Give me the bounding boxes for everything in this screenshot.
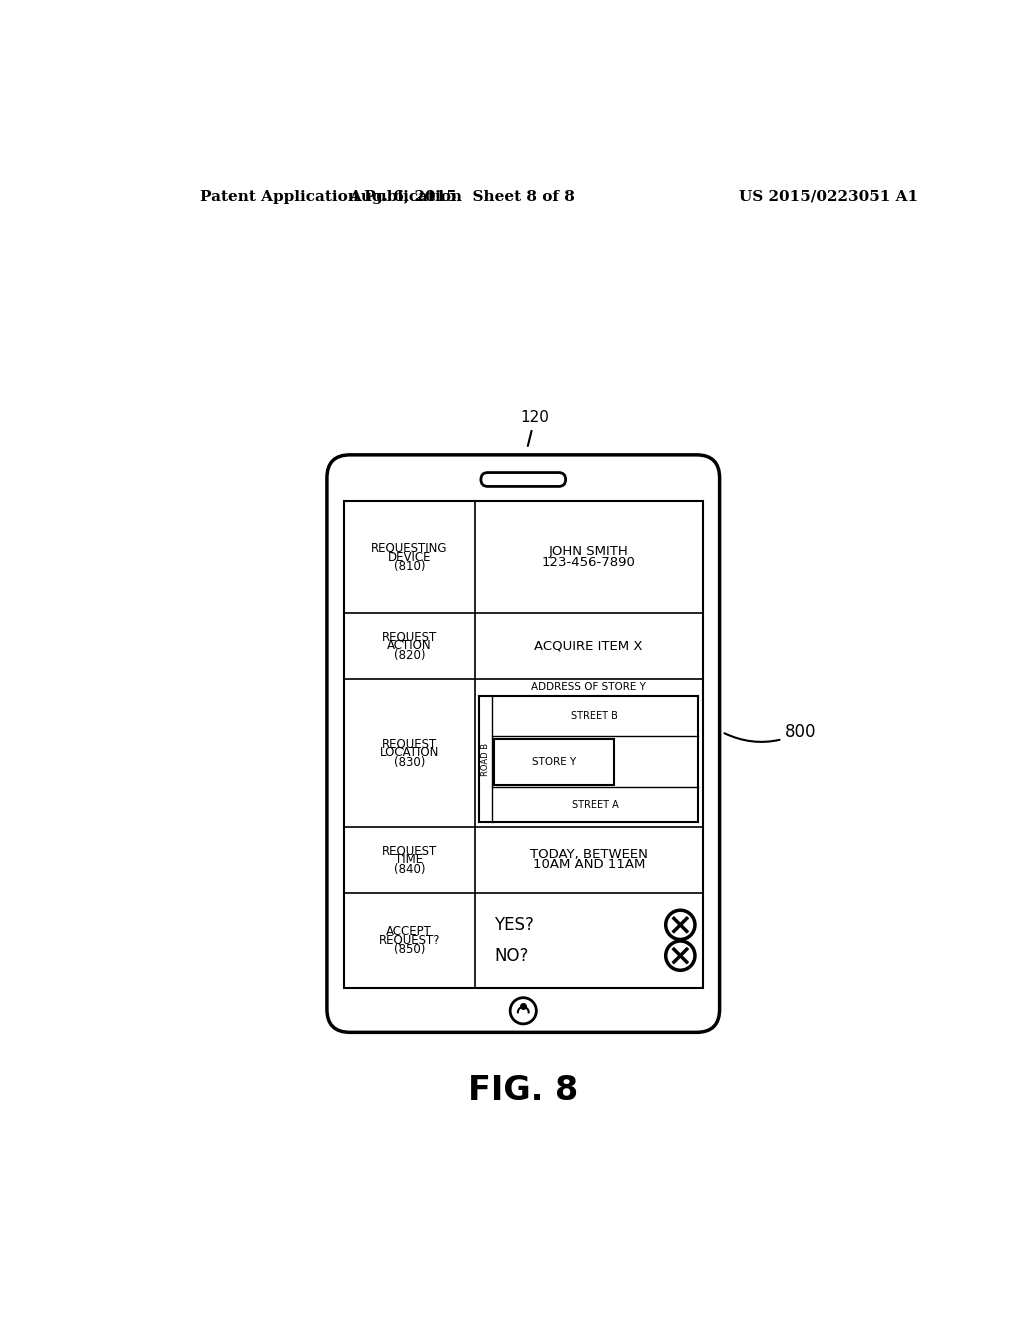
Bar bbox=[479, 696, 698, 822]
Text: ACQUIRE ITEM X: ACQUIRE ITEM X bbox=[535, 639, 643, 652]
Text: TIME: TIME bbox=[395, 854, 423, 866]
Text: 800: 800 bbox=[724, 723, 816, 742]
Text: 120: 120 bbox=[520, 411, 549, 446]
Text: (810): (810) bbox=[393, 560, 425, 573]
Text: (850): (850) bbox=[393, 942, 425, 956]
Text: (820): (820) bbox=[393, 648, 425, 661]
FancyBboxPatch shape bbox=[327, 455, 720, 1032]
Text: ACTION: ACTION bbox=[387, 639, 432, 652]
Text: TODAY, BETWEEN: TODAY, BETWEEN bbox=[529, 849, 648, 862]
Text: Patent Application Publication: Patent Application Publication bbox=[200, 190, 462, 203]
Text: DEVICE: DEVICE bbox=[388, 550, 431, 564]
Text: REQUEST?: REQUEST? bbox=[379, 933, 440, 946]
FancyBboxPatch shape bbox=[481, 473, 565, 487]
Text: Aug. 6, 2015   Sheet 8 of 8: Aug. 6, 2015 Sheet 8 of 8 bbox=[349, 190, 574, 203]
Circle shape bbox=[666, 911, 695, 940]
Text: ACCEPT: ACCEPT bbox=[386, 924, 432, 937]
Text: REQUEST: REQUEST bbox=[382, 737, 437, 750]
Text: ROAD B: ROAD B bbox=[481, 742, 490, 776]
Text: (830): (830) bbox=[393, 755, 425, 768]
Text: REQUEST: REQUEST bbox=[382, 630, 437, 643]
Text: (840): (840) bbox=[393, 863, 425, 875]
Text: STREET A: STREET A bbox=[571, 800, 618, 809]
Text: ADDRESS OF STORE Y: ADDRESS OF STORE Y bbox=[531, 682, 646, 692]
Bar bbox=[344, 502, 702, 987]
Text: LOCATION: LOCATION bbox=[380, 746, 439, 759]
Text: STREET B: STREET B bbox=[571, 711, 618, 721]
Circle shape bbox=[510, 998, 537, 1024]
Text: NO?: NO? bbox=[494, 946, 528, 965]
Text: 123-456-7890: 123-456-7890 bbox=[542, 556, 636, 569]
Text: STORE Y: STORE Y bbox=[531, 756, 577, 767]
Bar bbox=[494, 738, 613, 784]
Text: US 2015/0223051 A1: US 2015/0223051 A1 bbox=[739, 190, 918, 203]
Text: FIG. 8: FIG. 8 bbox=[468, 1073, 579, 1106]
Text: 10AM AND 11AM: 10AM AND 11AM bbox=[532, 858, 645, 871]
Text: REQUEST: REQUEST bbox=[382, 845, 437, 857]
Circle shape bbox=[666, 941, 695, 970]
Text: JOHN SMITH: JOHN SMITH bbox=[549, 545, 629, 558]
Text: YES?: YES? bbox=[494, 916, 534, 933]
Text: REQUESTING: REQUESTING bbox=[371, 541, 447, 554]
